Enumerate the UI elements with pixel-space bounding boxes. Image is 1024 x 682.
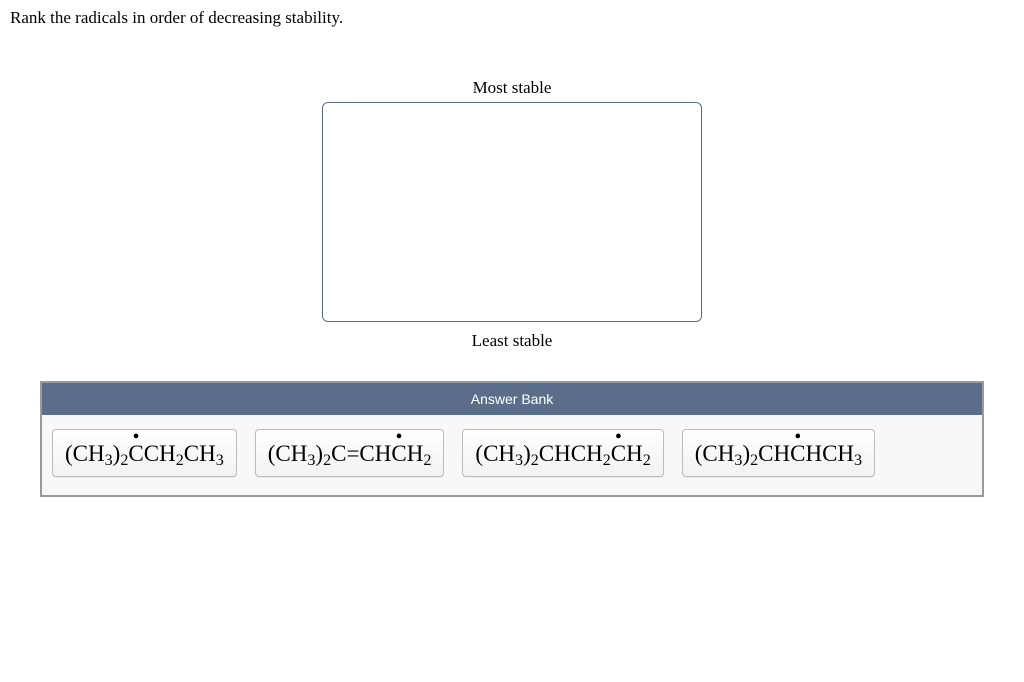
ranking-area: Most stable Least stable: [10, 78, 1014, 351]
answer-tile[interactable]: (CH3)2C=CHCH2: [255, 429, 445, 477]
chemical-formula: (CH3)2CCH2CH3: [65, 439, 224, 469]
answer-tile[interactable]: (CH3)2CCH2CH3: [52, 429, 237, 477]
question-prompt: Rank the radicals in order of decreasing…: [10, 8, 1014, 28]
answer-tile[interactable]: (CH3)2CHCH2CH2: [462, 429, 663, 477]
chemical-formula: (CH3)2CHCH2CH2: [475, 439, 650, 469]
answer-bank-header: Answer Bank: [42, 383, 982, 415]
least-stable-label: Least stable: [10, 331, 1014, 351]
chemical-formula: (CH3)2C=CHCH2: [268, 439, 432, 469]
chemical-formula: (CH3)2CHCHCH3: [695, 439, 862, 469]
answer-bank-body: (CH3)2CCH2CH3 (CH3)2C=CHCH2 (CH3)2CHCH2CH2…: [42, 415, 982, 495]
answer-bank: Answer Bank (CH3)2CCH2CH3(CH3)2C=CHCH2(C…: [40, 381, 984, 497]
ranking-drop-zone[interactable]: [322, 102, 702, 322]
answer-tile[interactable]: (CH3)2CHCHCH3: [682, 429, 875, 477]
most-stable-label: Most stable: [10, 78, 1014, 98]
